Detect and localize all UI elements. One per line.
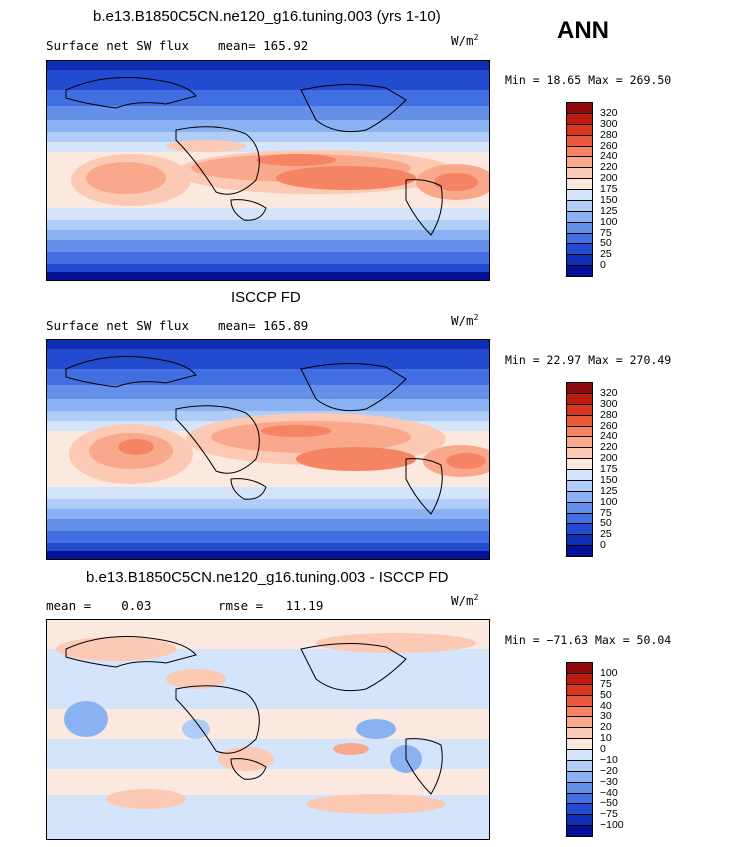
colorbar-tick-label: 280 — [600, 408, 618, 421]
panel-2-mean-label: mean= 165.89 — [218, 318, 309, 333]
panel-1-map — [46, 60, 490, 281]
colorbar-tick-label: 260 — [600, 139, 618, 152]
colorbar-tick-label: 240 — [600, 150, 618, 163]
panel-1-variable-label: Surface net SW flux — [46, 38, 189, 53]
colorbar-tick-label: 175 — [600, 183, 618, 195]
panel-3-minmax: Min = −71.63 Max = 50.04 — [505, 633, 672, 647]
panel-3-units: W/m2 — [451, 593, 479, 609]
colorbar-tick-label: 10 — [600, 732, 612, 745]
colorbar-tick-label: 75 — [600, 226, 612, 239]
colorbar-tick-label: 300 — [600, 397, 618, 410]
colorbar-swatch — [566, 545, 593, 557]
colorbar-tick-label: 125 — [600, 484, 618, 497]
colorbar-tick-label: 0 — [600, 743, 606, 755]
colorbar-tick-label: −40 — [600, 786, 618, 799]
colorbar-tick-label: 100 — [600, 215, 618, 228]
colorbar-tick-label: 125 — [600, 204, 618, 217]
colorbar-tick-label: 20 — [600, 721, 612, 734]
colorbar-tick-label: 50 — [600, 237, 612, 250]
panel-1-minmax: Min = 18.65 Max = 269.50 — [505, 73, 672, 87]
colorbar-swatch — [566, 825, 593, 837]
colorbar-tick-label: 220 — [600, 161, 618, 174]
panel-3-title: b.e13.B1850C5CN.ne120_g16.tuning.003 - I… — [86, 569, 449, 586]
colorbar-tick-label: 75 — [600, 677, 612, 690]
colorbar-tick-label: 0 — [600, 259, 606, 272]
colorbar-tick-label: 240 — [600, 430, 618, 443]
colorbar-tick-label: 75 — [600, 506, 612, 519]
panel-3-map — [46, 619, 490, 840]
colorbar-tick-label: 50 — [600, 517, 612, 530]
colorbar-tick-label: 25 — [600, 528, 612, 541]
colorbar-tick-label: 100 — [600, 666, 618, 679]
colorbar-tick-label: 320 — [600, 106, 618, 119]
panel-1-mean-label: mean= 165.92 — [218, 38, 309, 53]
colorbar-tick-label: 320 — [600, 386, 618, 399]
colorbar-tick-label: 200 — [600, 452, 618, 465]
colorbar-tick-label: 175 — [600, 463, 618, 475]
colorbar-tick-label: 200 — [600, 172, 618, 185]
panel-1-units: W/m2 — [451, 33, 479, 49]
panel-2-map — [46, 339, 490, 560]
panel-2-units: W/m2 — [451, 313, 479, 329]
colorbar-tick-label: −75 — [600, 808, 618, 821]
panel-3-colorbar: 100 75 50 40 30 20 10 0 −10 −20 −30 −40 −50 −75 −100 — [566, 662, 666, 837]
colorbar-tick-label: −10 — [600, 753, 618, 766]
colorbar-tick-label: 100 — [600, 495, 618, 508]
colorbar-tick-label: −100 — [600, 819, 624, 832]
colorbar-tick-label: 280 — [600, 128, 618, 141]
panel-1-title: b.e13.B1850C5CN.ne120_g16.tuning.003 (yr… — [93, 8, 441, 25]
colorbar-tick-label: 0 — [600, 539, 606, 552]
colorbar-tick-label: 25 — [600, 248, 612, 261]
panel-2-minmax: Min = 22.97 Max = 270.49 — [505, 353, 672, 367]
colorbar-swatch — [566, 265, 593, 277]
colorbar-tick-label: −30 — [600, 775, 618, 788]
colorbar-tick-label: −50 — [600, 797, 618, 810]
panel-3-mean-label: mean = 0.03 — [46, 598, 152, 613]
colorbar-tick-label: −20 — [600, 764, 618, 777]
colorbar-tick-label: 50 — [600, 688, 612, 701]
colorbar-tick-label: 150 — [600, 193, 618, 206]
colorbar-tick-label: 220 — [600, 441, 618, 454]
colorbar-tick-label: 300 — [600, 117, 618, 130]
panel-1-colorbar: 320 300 280 260 240 220 200 175 150 125 100 75 50 25 0 — [566, 102, 666, 277]
panel-2-colorbar: 320 300 280 260 240 220 200 175 150 125 100 75 50 25 0 — [566, 382, 666, 557]
colorbar-tick-label: 260 — [600, 419, 618, 432]
panel-2-title: ISCCP FD — [231, 289, 301, 306]
panel-3-rmse-label: rmse = 11.19 — [218, 598, 324, 613]
panel-2-variable-label: Surface net SW flux — [46, 318, 189, 333]
colorbar-tick-label: 40 — [600, 699, 612, 712]
colorbar-tick-label: 30 — [600, 710, 612, 723]
season-label: ANN — [557, 17, 609, 44]
colorbar-tick-label: 150 — [600, 473, 618, 486]
